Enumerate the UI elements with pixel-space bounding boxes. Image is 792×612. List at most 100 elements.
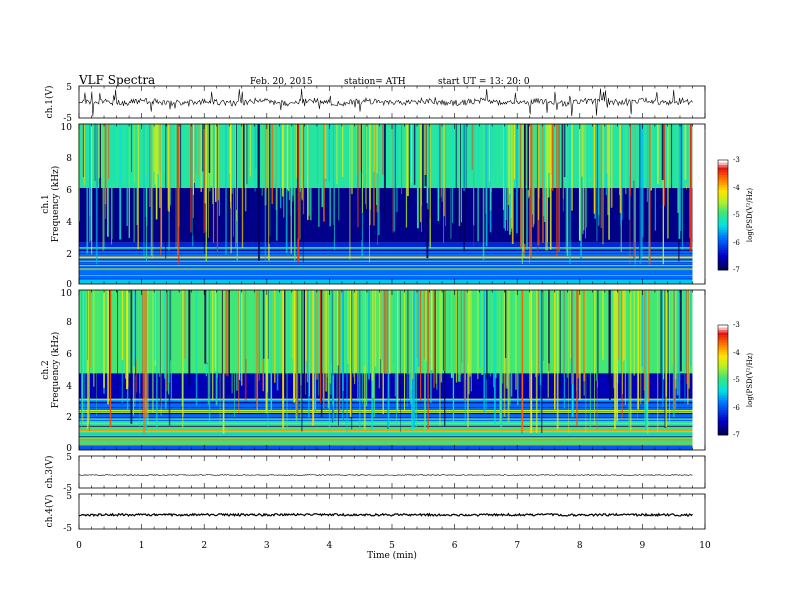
ch1-cbar-tick-m7: -7 [733, 266, 740, 274]
ch1-ytick-0: 0 [66, 280, 72, 290]
ch4-waveform-line [78, 512, 693, 518]
colorbar-segment [718, 227, 728, 231]
colorbar-segment [718, 247, 728, 251]
colorbar-segment [718, 252, 728, 256]
spectrogram-band [79, 242, 693, 248]
ch2-spec-ylabel-channel: ch.2 [41, 360, 51, 379]
colorbar-segment [718, 187, 728, 191]
date-label: Feb. 20, 2015 [250, 77, 313, 87]
ch1-colorbar-frame [717, 159, 729, 271]
colorbar-segment [718, 405, 728, 408]
ch4-waveform-panel: 5 -5 ch.4(V) [44, 492, 706, 534]
colorbar-segment [718, 222, 728, 226]
colorbar-segment [718, 380, 728, 383]
x-axis-label: Time (min) [367, 550, 417, 561]
colorbar-segment [718, 337, 728, 341]
ch4-ytick-top: 5 [66, 492, 72, 502]
colorbar-segment [718, 217, 728, 221]
spectrogram-band [79, 445, 693, 450]
colorbar-segment [718, 165, 728, 168]
ch1-ylabel: ch.1(V) [44, 86, 55, 119]
ch2-ytick-0: 0 [66, 444, 72, 454]
ch3-waveform-line [78, 474, 693, 476]
colorbar-segment [718, 250, 728, 253]
colorbar-segment [718, 347, 728, 351]
xtick-2: 2 [201, 541, 207, 551]
xtick-10: 10 [699, 541, 711, 551]
colorbar-segment [718, 355, 728, 358]
colorbar-segment [718, 340, 728, 343]
colorbar-segment [718, 325, 728, 328]
ch2-spectrogram-image [79, 290, 693, 450]
colorbar-segment [718, 167, 728, 171]
ch2-ytick-8: 8 [66, 318, 72, 328]
ch1-colorbar-gradient [718, 160, 728, 271]
colorbar-segment [718, 182, 728, 186]
colorbar-segment [718, 240, 728, 243]
ch1-cbar-tick-m6: -6 [733, 239, 740, 247]
ch1-colorbar-label: log(PSD(V²/Hz) [746, 188, 754, 243]
colorbar-segment [718, 397, 728, 401]
colorbar-segment [718, 200, 728, 203]
ch2-cbar-tick-m3: -3 [733, 321, 740, 329]
ch3-ytick-bottom: -5 [63, 484, 72, 494]
colorbar-segment [718, 190, 728, 193]
colorbar-segment [718, 400, 728, 403]
ch1-spectrogram-panel: 10 8 6 4 2 0 ch.1 Frequency (kHz) [41, 123, 706, 290]
colorbar-segment [718, 230, 728, 233]
xtick-3: 3 [264, 541, 270, 551]
colorbar-segment [718, 175, 728, 178]
ch1-waveform-line [78, 88, 693, 117]
colorbar-segment [718, 370, 728, 373]
colorbar-segment [718, 260, 728, 263]
colorbar-segment [718, 350, 728, 353]
ch2-ytick-10: 10 [61, 289, 73, 299]
ch2-ytick-6: 6 [66, 350, 72, 360]
colorbar-segment [718, 362, 728, 366]
ch1-cbar-tick-m4: -4 [733, 184, 740, 192]
colorbar-segment [718, 212, 728, 216]
ch1-waveform-panel: 5 -5 ch.1(V) [44, 83, 706, 124]
ch1-ytick-2: 2 [66, 250, 72, 260]
ch1-ytick-8: 8 [66, 154, 72, 164]
ch2-colorbar-label: log(PSD(V²/Hz) [746, 353, 754, 408]
colorbar-segment [718, 345, 728, 348]
ch4-waveform-frame [78, 493, 706, 530]
colorbar-segment [718, 335, 728, 338]
colorbar-segment [718, 232, 728, 236]
colorbar-segment [718, 330, 728, 333]
colorbar-segment [718, 387, 728, 391]
colorbar-segment [718, 162, 728, 166]
ch2-cbar-tick-m7: -7 [733, 431, 740, 439]
ch1-ytick-bottom: -5 [63, 114, 72, 124]
colorbar-segment [718, 172, 728, 176]
colorbar-segment [718, 407, 728, 411]
colorbar-segment [718, 365, 728, 368]
colorbar-segment [718, 160, 728, 163]
colorbar-segment [718, 195, 728, 198]
ch1-ytick-10: 10 [61, 123, 73, 133]
ch1-spec-ylabel: Frequency (kHz) [50, 166, 61, 243]
colorbar-segment [718, 377, 728, 381]
spectrogram-band [79, 279, 693, 284]
colorbar-segment [718, 385, 728, 388]
colorbar-segment [718, 245, 728, 248]
ch1-cbar-tick-m3: -3 [733, 156, 740, 164]
colorbar-segment [718, 422, 728, 426]
panel-tick-marks [78, 86, 706, 529]
ch3-ytick-top: 5 [66, 453, 72, 463]
colorbar-segment [718, 202, 728, 206]
start-time-label: start UT = 13: 20: 0 [438, 77, 530, 87]
colorbar-segment [718, 352, 728, 356]
colorbar-segment [718, 192, 728, 196]
colorbar-segment [718, 392, 728, 396]
colorbar-segment [718, 415, 728, 418]
colorbar-segment [718, 170, 728, 173]
colorbar-segment [718, 177, 728, 181]
colorbar-segment [718, 257, 728, 261]
colorbar-segment [718, 430, 728, 433]
ch1-ytick-top: 5 [66, 83, 72, 93]
xtick-5: 5 [389, 541, 395, 551]
colorbar-segment [718, 255, 728, 258]
